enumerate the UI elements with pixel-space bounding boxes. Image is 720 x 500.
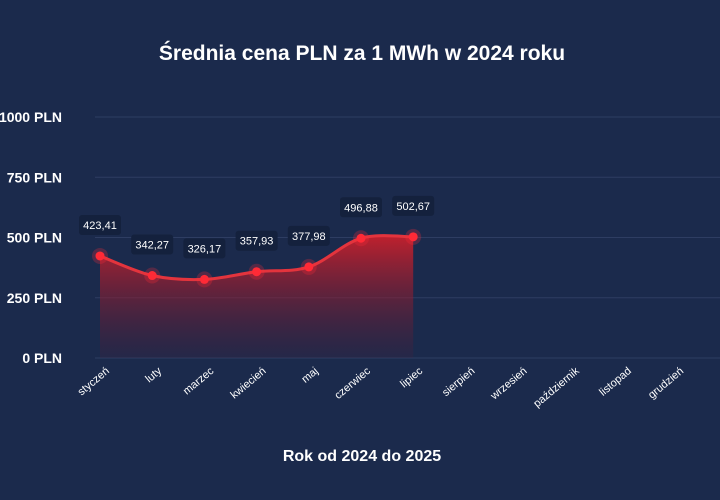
x-axis-title: Rok od 2024 do 2025 [283, 448, 441, 465]
data-point [95, 251, 105, 261]
data-label: 502,67 [392, 195, 435, 216]
x-tick-label: kwiecień [228, 365, 268, 401]
x-tick-label: październik [531, 365, 582, 410]
x-tick-label: sierpień [440, 365, 477, 399]
series-area-fill [100, 235, 414, 358]
data-label-box [392, 195, 435, 216]
x-tick-label: grudzień [646, 365, 686, 401]
data-label: 423,41 [79, 214, 121, 235]
x-tick-label: czerwiec [332, 365, 373, 402]
data-label-text: 502,67 [396, 201, 430, 213]
data-label: 357,93 [235, 230, 278, 251]
data-label-text: 423,41 [83, 220, 117, 232]
x-tick-label: styczeń [76, 365, 112, 398]
data-point [304, 262, 314, 272]
y-axis: 0 PLN 250 PLN 500 PLN 750 PLN 1000 PLN [0, 109, 62, 366]
data-point [356, 233, 366, 243]
data-label: 496,88 [340, 197, 382, 218]
x-tick-label: luty [143, 365, 164, 386]
y-tick-label: 1000 PLN [0, 109, 62, 125]
x-axis: styczeń luty marzec kwiecień maj czerwiec lipi… [76, 365, 686, 410]
data-label-box [183, 238, 226, 259]
data-label-box [235, 230, 278, 251]
data-labels: 423,41 342,27 326,17 357,93 377,98 496,88 502,… [79, 195, 435, 259]
chart-title: Średnia cena PLN za 1 MWh w 2024 roku [159, 41, 565, 65]
data-label-box [131, 234, 174, 255]
data-point [147, 271, 157, 281]
x-tick-label: marzec [181, 365, 217, 398]
data-label-box [287, 225, 330, 246]
data-label-text: 357,93 [240, 236, 274, 248]
data-label-text: 326,17 [188, 243, 222, 255]
y-tick-label: 500 PLN [7, 230, 62, 246]
data-label-box [79, 214, 121, 235]
data-label: 377,98 [287, 225, 330, 246]
data-label: 342,27 [131, 234, 174, 255]
data-label-text: 342,27 [135, 240, 169, 252]
y-tick-label: 750 PLN [7, 169, 62, 185]
data-point [408, 232, 418, 242]
data-label-text: 377,98 [292, 231, 326, 243]
data-point [252, 267, 262, 277]
data-label-text: 496,88 [344, 202, 378, 214]
y-tick-label: 0 PLN [22, 350, 62, 366]
data-label: 326,17 [183, 238, 226, 259]
y-tick-label: 250 PLN [7, 290, 62, 306]
x-tick-label: wrzesień [488, 365, 530, 403]
x-tick-label: listopad [597, 365, 634, 399]
data-label-box [340, 197, 382, 218]
x-tick-label: lipiec [398, 365, 425, 391]
data-point [199, 274, 209, 284]
x-tick-label: maj [299, 365, 320, 386]
series-points [92, 228, 422, 288]
